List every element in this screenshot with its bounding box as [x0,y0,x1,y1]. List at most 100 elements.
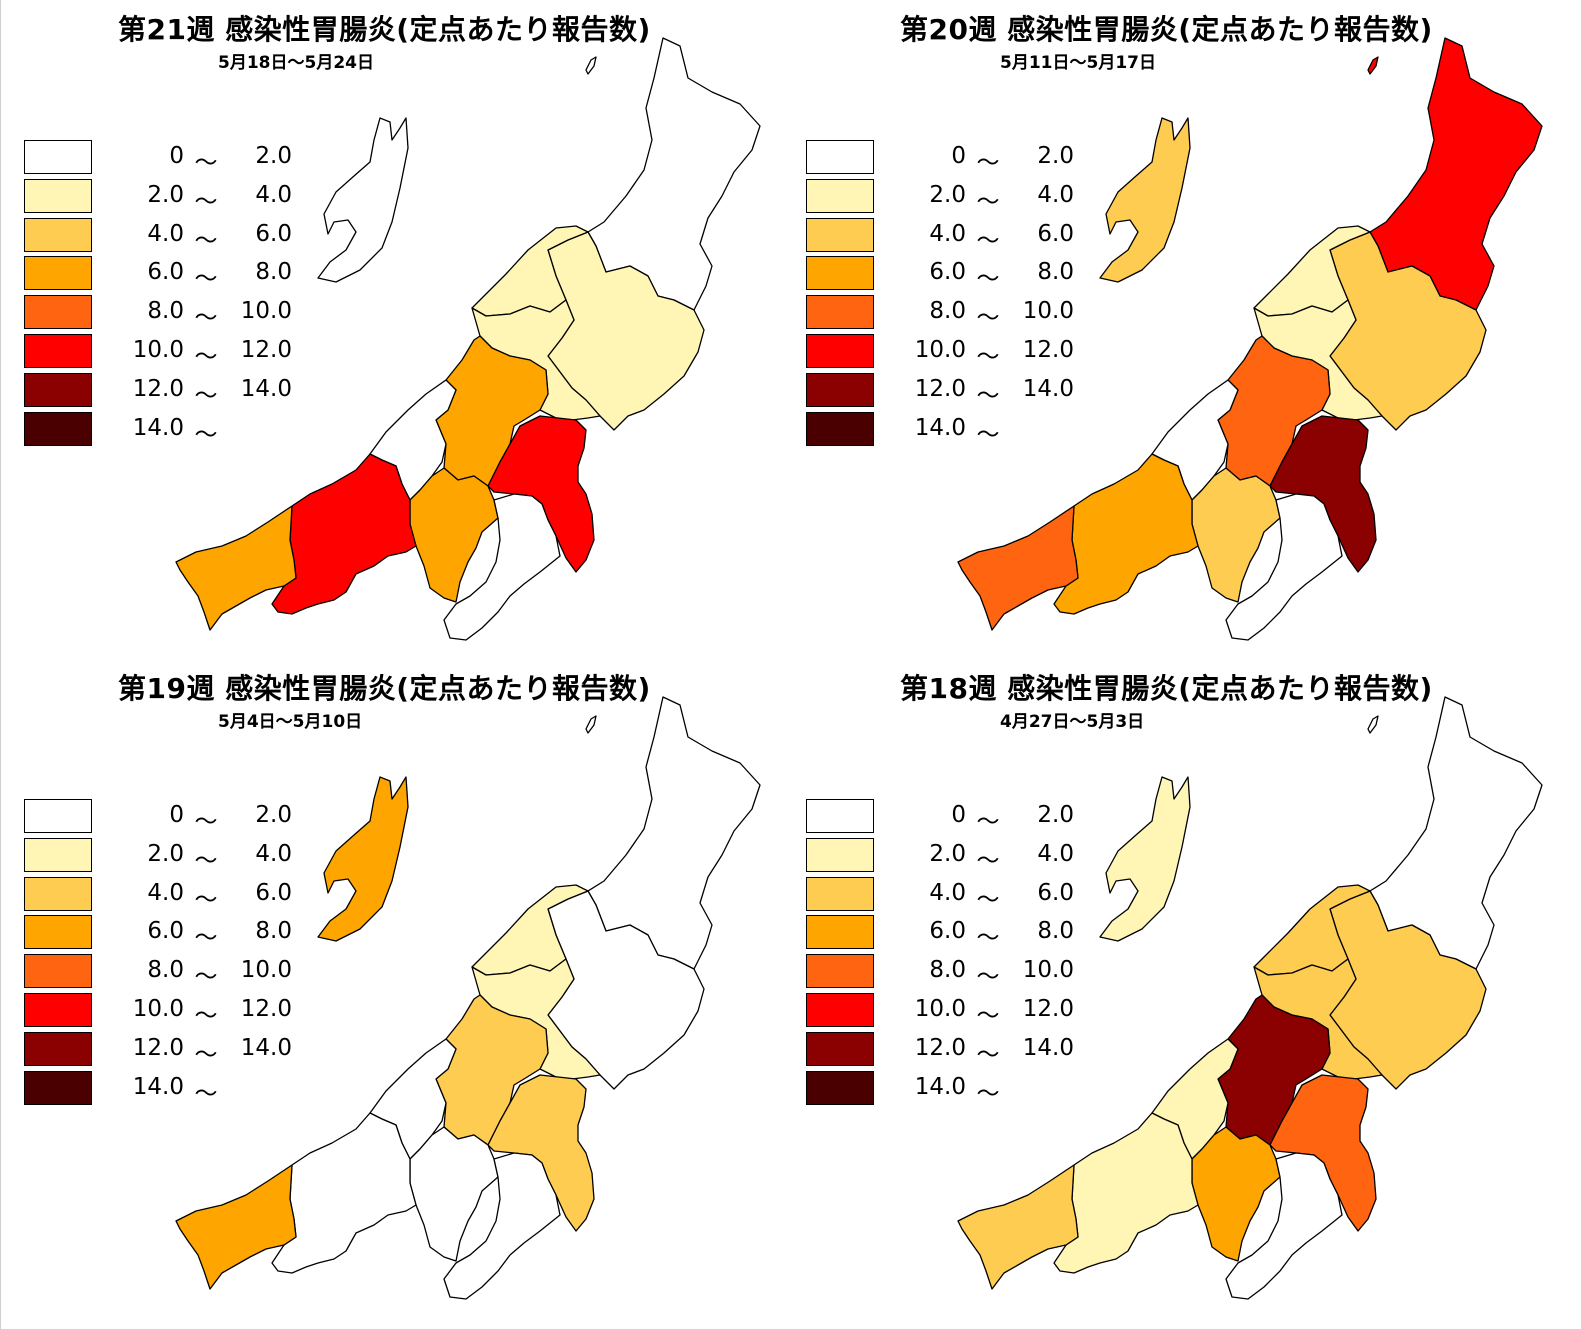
legend-item: 8.0 ～ 10.0 [806,295,1086,331]
region-sado [317,117,409,283]
legend-hi-label: 12.0 [1022,337,1074,363]
legend-tilde-label: ～ [194,382,218,409]
legend-hi-label: 10.0 [1022,957,1074,984]
legend-hi-label: 14.0 [1022,1034,1074,1061]
legend-tilde-label: ～ [194,188,218,215]
region-minamiuonuma [443,493,561,641]
legend-lo-label: 12.0 [914,375,966,402]
legend-swatch [24,178,92,213]
legend-swatch [806,799,874,833]
legend-tilde-label: ～ [976,1041,1000,1068]
region-tokamachi [1191,467,1281,603]
legend-item: 10.0 ～ 12.0 [806,993,1086,1029]
legend-hi-label: 6.0 [255,220,292,247]
legend-lo-label: 4.0 [929,879,966,906]
legend-tilde-label: ～ [976,886,1000,913]
legend-lo-label: 2.0 [929,840,966,867]
legend-lo-label: 4.0 [147,879,184,906]
region-awashima [585,56,597,75]
legend-tilde-label: ～ [976,227,1000,254]
legend-lo-label: 2.0 [147,181,184,208]
legend-lo-label: 12.0 [132,1034,184,1061]
legend-item: 14.0 ～ [806,1070,1086,1107]
legend-tilde-label: ～ [976,188,1000,215]
legend-hi-label: 14.0 [240,1034,292,1061]
region-murakami [1369,37,1543,311]
legend-item: 2.0 ～ 4.0 [24,837,304,874]
legend-item: 2.0 ～ 4.0 [24,178,304,215]
legend-item: 0 ～ 2.0 [24,140,304,176]
region-joetsu [271,453,417,615]
legend-tilde-label: ～ [976,382,1000,409]
legend-hi-label: 14.0 [240,375,292,402]
map-panel-week18: 第18週 感染性胃腸炎(定点あたり報告数) 4月27日～5月3日 0 ～ 2.0 2.0 ～… [782,659,1562,1314]
panel-date-range: 5月4日～5月10日 [218,712,363,732]
legend-swatch [24,837,92,872]
legend-swatch [24,140,92,174]
legend-swatch [806,140,874,174]
legend-swatch [806,411,874,446]
region-tokamachi [1191,1126,1281,1262]
region-sado [1099,117,1191,283]
legend-swatch [806,295,874,330]
region-minamiuonuma [443,1152,561,1300]
legend-swatch [24,334,92,368]
legend-swatch [24,876,92,911]
region-sado [317,776,409,942]
legend-item: 14.0 ～ [24,1070,304,1107]
legend-tilde-label: ～ [194,266,218,293]
niigata-map [175,696,761,1300]
panel-date-range: 4月27日～5月3日 [1000,712,1145,732]
legend-swatch [806,915,874,950]
legend-hi-label: 4.0 [1037,840,1074,867]
legend-tilde-label: ～ [976,266,1000,293]
legend-tilde-label: ～ [976,1003,1000,1029]
legend-hi-label: 14.0 [1022,375,1074,402]
legend-lo-label: 6.0 [929,918,966,945]
region-itoigawa [175,505,297,631]
legend-hi-label: 2.0 [1037,143,1074,169]
niigata-map [175,37,761,641]
legend-tilde-label: ～ [976,1080,1000,1107]
legend-lo-label: 0 [951,802,966,828]
legend-swatch [806,256,874,291]
legend-lo-label: 12.0 [914,1034,966,1061]
region-tokamachi [409,1126,499,1262]
legend-lo-label: 0 [951,143,966,169]
legend-item: 10.0 ～ 12.0 [24,993,304,1029]
legend-tilde-label: ～ [976,344,1000,370]
legend-tilde-label: ～ [194,421,218,448]
legend-lo-label: 2.0 [929,181,966,208]
region-itoigawa [957,1164,1079,1290]
legend-item: 12.0 ～ 14.0 [24,1031,304,1068]
legend-tilde-label: ～ [976,421,1000,448]
legend-item: 6.0 ～ 8.0 [806,915,1086,951]
legend-tilde-label: ～ [194,227,218,254]
legend-lo-label: 8.0 [147,298,184,325]
region-uonuma [487,415,595,573]
legend-lo-label: 8.0 [147,957,184,984]
legend-item: 2.0 ～ 4.0 [806,178,1086,215]
legend-lo-label: 14.0 [132,1073,184,1100]
legend-lo-label: 14.0 [132,414,184,441]
legend-tilde-label: ～ [194,847,218,874]
legend-item: 6.0 ～ 8.0 [24,915,304,952]
region-itoigawa [175,1164,297,1290]
region-awashima [585,715,597,734]
legend-swatch [24,993,92,1027]
legend-item: 14.0 ～ [24,411,304,448]
legend-swatch [806,954,874,989]
legend-hi-label: 8.0 [255,259,292,286]
region-uonuma [487,1074,595,1232]
panel-title: 第19週 感染性胃腸炎(定点あたり報告数) [118,672,651,705]
legend-lo-label: 10.0 [914,337,966,363]
legend-tilde-label: ～ [194,150,218,176]
panel-title: 第20週 感染性胃腸炎(定点あたり報告数) [900,13,1433,46]
panel-date-range: 5月11日～5月17日 [1000,53,1156,73]
legend-swatch [806,876,874,911]
legend-tilde-label: ～ [194,925,218,952]
legend-lo-label: 8.0 [929,298,966,325]
legend-hi-label: 6.0 [1037,879,1074,906]
legend-hi-label: 8.0 [1037,918,1074,945]
legend-lo-label: 2.0 [147,840,184,867]
